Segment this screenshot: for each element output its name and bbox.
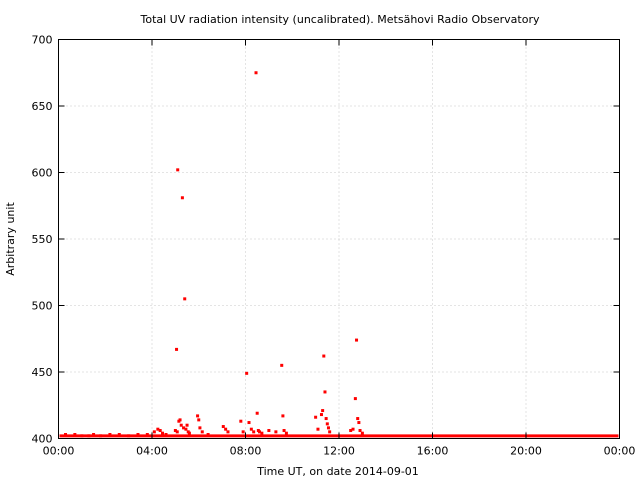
y-tick-label: 450 <box>32 366 53 379</box>
data-point <box>351 427 355 431</box>
y-axis-label: Arbitrary unit <box>4 202 17 276</box>
data-point <box>178 418 182 422</box>
data-point <box>80 434 84 438</box>
data-point <box>258 430 262 434</box>
x-tick-label: 20:00 <box>510 445 542 458</box>
data-point <box>108 433 112 437</box>
data-point <box>161 431 165 435</box>
data-point <box>200 430 204 434</box>
y-tick-label: 650 <box>32 100 53 113</box>
x-tick-label: 04:00 <box>136 445 168 458</box>
data-point <box>224 427 228 431</box>
data-point <box>349 429 353 433</box>
data-point <box>180 196 184 200</box>
data-point <box>206 433 210 437</box>
data-point <box>281 414 285 418</box>
data-point <box>87 434 91 438</box>
x-tick-label: 00:00 <box>43 445 75 458</box>
data-point <box>145 433 149 437</box>
data-point <box>127 434 131 438</box>
data-point <box>324 417 328 421</box>
data-point <box>325 422 329 426</box>
data-point <box>357 421 361 425</box>
data-point <box>197 418 201 422</box>
x-tick-label: 16:00 <box>417 445 449 458</box>
data-point <box>274 430 278 434</box>
data-point <box>173 429 177 433</box>
data-point <box>319 413 323 417</box>
y-tick-label: 400 <box>32 433 53 446</box>
data-point <box>280 363 284 367</box>
data-point <box>156 427 160 431</box>
data-point <box>184 427 188 431</box>
data-points <box>59 71 619 438</box>
data-point <box>176 168 180 172</box>
data-point <box>152 430 156 434</box>
data-point <box>326 426 330 430</box>
data-point <box>254 71 258 75</box>
data-point <box>164 433 168 437</box>
data-point <box>252 430 256 434</box>
data-point <box>73 433 77 437</box>
data-point <box>241 430 245 434</box>
x-tick-label: 08:00 <box>230 445 262 458</box>
data-point <box>282 429 286 433</box>
data-point <box>226 430 230 434</box>
data-point <box>183 297 187 301</box>
x-axis-label: Time UT, on date 2014-09-01 <box>256 465 419 478</box>
y-tick-label: 700 <box>32 34 53 47</box>
data-point <box>245 371 249 375</box>
y-tick-label: 550 <box>32 233 53 246</box>
data-point <box>358 429 362 433</box>
data-point <box>323 390 327 394</box>
data-point <box>198 426 202 430</box>
data-point <box>182 426 186 430</box>
data-point <box>267 429 271 433</box>
data-point <box>221 425 225 429</box>
data-point <box>239 419 243 423</box>
chart-title: Total UV radiation intensity (uncalibrat… <box>140 13 540 26</box>
data-point <box>175 430 179 434</box>
axis-ticks: 00:00 04:00 08:00 12:00 16:00 20:00 00:0040045… <box>32 34 636 458</box>
data-point <box>260 431 264 435</box>
data-point <box>353 397 357 401</box>
data-point <box>328 430 332 434</box>
grid-lines <box>58 39 620 439</box>
y-tick-label: 500 <box>32 300 53 313</box>
data-point <box>314 415 318 419</box>
data-point <box>249 427 253 431</box>
data-point <box>322 354 326 358</box>
x-tick-label: 12:00 <box>323 445 355 458</box>
data-point <box>136 433 140 437</box>
data-point <box>355 338 359 342</box>
data-point <box>158 429 162 433</box>
data-point <box>247 421 251 425</box>
data-point <box>360 431 364 435</box>
data-point <box>321 409 325 413</box>
x-tick-label: 00:00 <box>604 445 636 458</box>
data-point <box>175 347 179 351</box>
data-point <box>196 414 200 418</box>
data-point <box>185 423 189 427</box>
data-point <box>64 433 68 437</box>
y-tick-label: 600 <box>32 167 53 180</box>
data-point <box>187 431 191 435</box>
data-point <box>356 417 360 421</box>
data-point <box>316 427 320 431</box>
data-point <box>284 431 288 435</box>
data-point <box>255 411 259 415</box>
data-point <box>92 433 96 437</box>
data-point <box>179 423 183 427</box>
data-point <box>99 434 103 438</box>
data-point <box>117 433 121 437</box>
